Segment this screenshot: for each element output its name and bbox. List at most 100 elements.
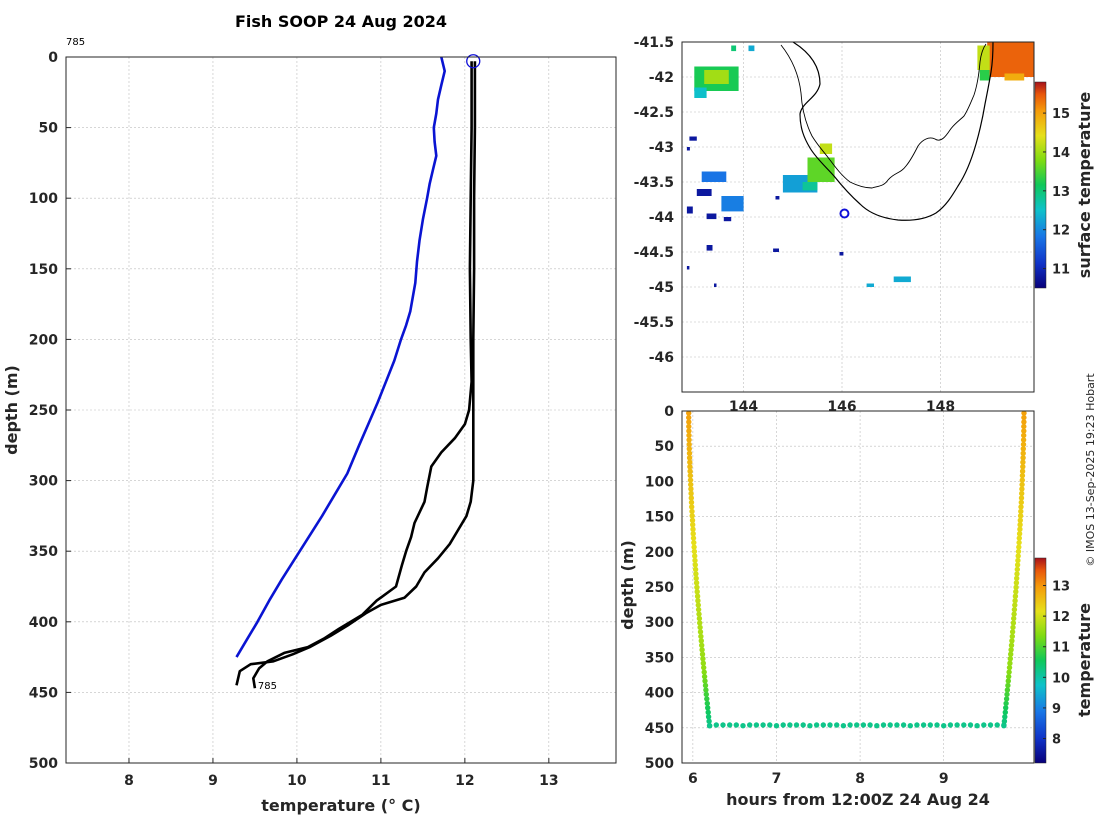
depth-time-point: [1020, 446, 1026, 452]
depth-time-point: [691, 539, 697, 546]
depth-time-point: [927, 722, 933, 728]
depth-time-grid: [682, 410, 1034, 764]
map-sst-cell: [979, 70, 990, 81]
depth-time-point: [1009, 633, 1015, 640]
depth-time-point: [705, 714, 712, 720]
depth-time-point: [688, 490, 694, 497]
map-sst-cell: [686, 206, 693, 214]
profile-y-tick-label: 400: [29, 615, 58, 631]
depth-time-point: [1003, 696, 1010, 702]
map-y-tick-label: -43.5: [634, 175, 674, 191]
depth-time-point: [687, 468, 693, 474]
depth-time-point: [1012, 598, 1018, 604]
depth-time-point: [695, 606, 702, 613]
depth-time-point: [974, 723, 980, 729]
depth-time-point: [994, 722, 1000, 728]
depth-time-point: [733, 722, 739, 728]
depth-time-x-tick-label: 6: [688, 771, 698, 787]
profile-axes-frame: [65, 56, 617, 764]
map-grid: [682, 42, 1034, 392]
sst-colorbar-tick-label: 14: [1052, 146, 1070, 161]
profile-y-tick-label: 0: [48, 50, 58, 66]
depth-time-point: [727, 722, 733, 728]
depth-time-point: [693, 575, 699, 581]
depth-time-point: [1020, 464, 1026, 470]
depth-time-point: [1020, 455, 1026, 461]
depth-time-point: [695, 602, 701, 608]
depth-time-point: [701, 669, 707, 675]
profile-y-tick-label: 350: [29, 544, 58, 560]
depth-time-point: [1009, 638, 1015, 644]
map-sst-cell: [987, 42, 1034, 77]
depth-time-point: [1020, 459, 1026, 465]
depth-time-point: [705, 705, 711, 711]
depth-time-point: [787, 722, 793, 728]
depth-time-tick-labels: 6 7 8 9 0 50 100 150 200 250 300 350 400 450 500: [645, 404, 949, 787]
depth-time-point: [1015, 557, 1021, 564]
depth-time-point: [1014, 571, 1020, 577]
depth-time-point: [780, 722, 786, 728]
depth-time-point: [1021, 419, 1027, 425]
depth-time-point: [697, 629, 704, 635]
depth-time-point: [820, 722, 826, 728]
depth-time-point: [687, 459, 693, 465]
depth-time-point: [703, 691, 709, 698]
depth-time-point: [699, 647, 705, 653]
profile-y-tick-label: 200: [29, 332, 58, 348]
depth-time-point: [692, 562, 698, 568]
temperature-colorbar-tick-label: 10: [1052, 671, 1070, 686]
depth-time-point: [981, 722, 987, 728]
coastline-inner: [780, 43, 987, 189]
depth-time-point: [692, 553, 698, 559]
depth-time-point: [1019, 477, 1025, 483]
depth-time-point: [1001, 718, 1008, 724]
profile-y-tick-label: 250: [29, 403, 58, 419]
depth-time-point: [1021, 432, 1027, 439]
map-sst-cell: [704, 70, 729, 84]
depth-time-point: [701, 673, 708, 680]
map-sst-cell: [977, 45, 990, 70]
profile-x-tick-label: 11: [371, 773, 390, 789]
map-y-tick-label: -43: [649, 140, 674, 156]
depth-time-point: [793, 722, 800, 728]
depth-time-point: [1016, 531, 1023, 537]
depth-time-point: [705, 709, 711, 715]
profile-x-tick-label: 12: [455, 773, 474, 789]
depth-time-point: [907, 723, 913, 729]
depth-time-point: [695, 598, 701, 604]
depth-time-point: [686, 455, 693, 461]
depth-time-point: [1001, 723, 1007, 729]
temperature-colorbar-tick-label: 11: [1052, 641, 1070, 656]
depth-time-point: [813, 722, 820, 728]
map-sst-cell: [893, 276, 911, 283]
depth-time-point: [696, 615, 703, 622]
depth-time-point: [767, 722, 773, 728]
profile-y-axis-label: depth (m): [2, 365, 21, 455]
map-sst-cells: [686, 42, 1034, 287]
depth-time-y-tick-label: 200: [645, 545, 674, 561]
depth-time-point: [713, 722, 719, 728]
depth-time-point: [1004, 691, 1010, 698]
depth-time-point: [694, 584, 700, 590]
depth-time-point: [941, 723, 947, 729]
depth-time-point: [686, 450, 693, 456]
map-sst-cell: [723, 217, 732, 222]
map-y-tick-label: -42: [649, 70, 674, 86]
depth-time-point: [1013, 584, 1019, 590]
depth-time-point: [1019, 468, 1026, 474]
depth-time-point: [1020, 441, 1027, 448]
depth-time-point: [914, 722, 920, 728]
depth-time-point: [690, 526, 696, 532]
depth-time-point: [753, 722, 760, 728]
temperature-colorbar-ticks: 8 9 10 11 12 13: [1043, 580, 1070, 748]
temperature-colorbar-label: temperature: [1075, 603, 1094, 717]
depth-time-point: [1003, 705, 1009, 711]
depth-time-plot: 6 7 8 9 0 50 100 150 200 250 300 350 400 450 500 hours…: [618, 404, 1094, 809]
profile-y-tick-label: 150: [29, 262, 58, 278]
depth-time-point: [1015, 548, 1022, 555]
depth-time-point: [687, 464, 693, 470]
profile-y-tick-label: 450: [29, 685, 58, 701]
credit-text: © IMOS 13-Sep-2025 19:23 Hobart: [1084, 373, 1097, 567]
profile-line-profile-down: [252, 61, 473, 689]
depth-time-point: [1013, 580, 1020, 586]
